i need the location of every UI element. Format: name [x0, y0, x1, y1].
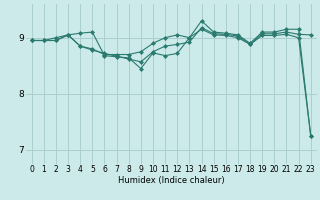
X-axis label: Humidex (Indice chaleur): Humidex (Indice chaleur) — [118, 176, 225, 185]
